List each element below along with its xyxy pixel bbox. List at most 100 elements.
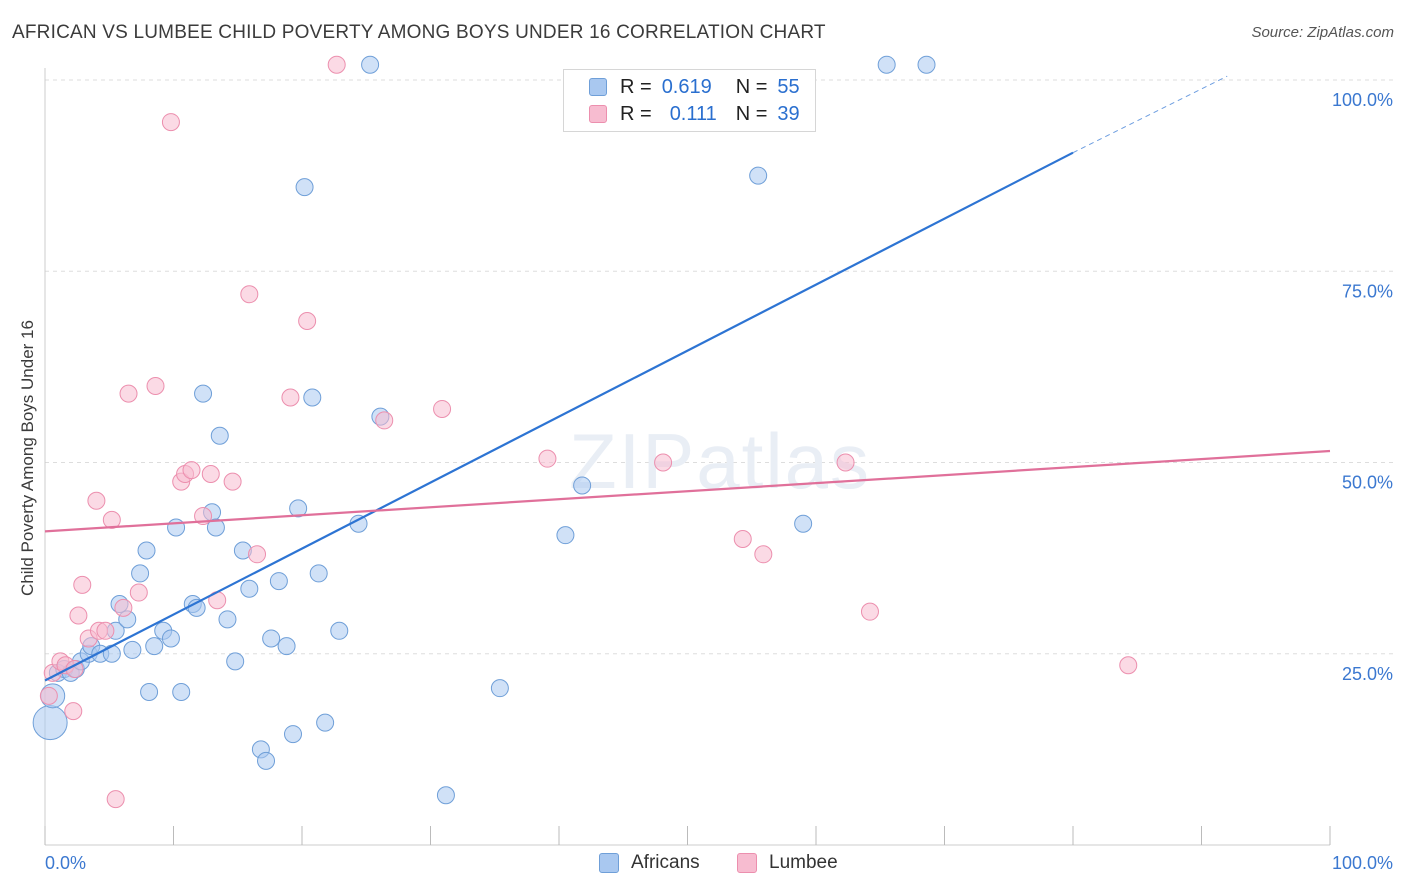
lumbee-point <box>102 510 121 529</box>
lumbee-point <box>538 449 557 468</box>
lumbee-point <box>654 453 673 472</box>
lumbee-point <box>69 606 88 625</box>
stats-row-lumbee: R = 0.111 N = 39 <box>589 102 800 126</box>
stats-r-value: 0.111 <box>669 102 717 125</box>
stats-r-label: R = <box>620 75 652 98</box>
lumbee-point <box>114 598 133 617</box>
lumbee-point <box>146 377 165 395</box>
lumbee-legend-swatch <box>737 853 757 873</box>
lumbee-point <box>433 399 452 418</box>
africans-point <box>140 683 159 701</box>
legend-label: Africans <box>631 852 700 873</box>
stats-n-label: N = <box>735 102 768 125</box>
lumbee-point <box>182 461 201 480</box>
lumbee-point <box>733 530 752 548</box>
africans-point <box>794 514 813 533</box>
trend-layer <box>44 75 1331 682</box>
africans-point <box>167 518 186 537</box>
chart-source: Source: ZipAtlas.com <box>1251 24 1394 41</box>
africans-point <box>257 751 276 770</box>
africans-point <box>917 55 936 74</box>
y-tick-label: 75.0% <box>1342 281 1393 301</box>
grid-layer <box>45 79 1395 655</box>
africans-point <box>269 572 288 591</box>
africans-point <box>289 499 308 518</box>
stats-legend: R = 0.619 N = 55 R = 0.111 N = 39 <box>563 69 816 132</box>
y-tick-label: 25.0% <box>1342 664 1393 684</box>
lumbee-point <box>87 491 106 510</box>
africans-point <box>262 629 281 648</box>
lumbee-point <box>96 621 115 640</box>
watermark: ZIPatlas <box>569 417 871 505</box>
africans-point <box>240 579 259 598</box>
africans-point <box>749 166 768 185</box>
lumbee-point <box>106 790 125 809</box>
lumbee-point <box>64 702 83 721</box>
lumbee-point <box>223 472 242 491</box>
africans-trendline-extension <box>1072 75 1228 154</box>
lumbee-point <box>860 602 879 621</box>
stats-n-label: N = <box>735 75 768 98</box>
lumbee-point <box>161 113 180 132</box>
legend-item-africans[interactable]: Africans <box>599 852 700 874</box>
lumbee-point <box>1119 656 1138 675</box>
africans-swatch <box>589 78 607 96</box>
lumbee-point <box>298 311 317 330</box>
africans-legend-swatch <box>599 853 619 873</box>
stats-n-value: 39 <box>777 102 800 125</box>
legend-label: Lumbee <box>769 852 838 873</box>
africans-point <box>172 683 191 701</box>
africans-point <box>123 640 142 659</box>
lumbee-point <box>375 411 394 430</box>
lumbee-point <box>39 686 58 705</box>
africans-point <box>218 610 237 629</box>
stats-row-africans: R = 0.619 N = 55 <box>589 75 800 99</box>
x-tick-label: 0.0% <box>45 853 86 873</box>
tick-label-layer: 25.0% 50.0% 75.0% 100.0% 0.0% 100.0% <box>45 90 1393 873</box>
africans-trendline <box>44 151 1074 682</box>
lumbee-point <box>129 583 148 602</box>
lumbee-point <box>281 388 300 407</box>
axis-layer <box>44 68 1331 846</box>
africans-point <box>284 725 303 744</box>
africans-point <box>131 564 150 583</box>
lumbee-point <box>240 285 259 304</box>
lumbee-point <box>73 575 92 594</box>
lumbee-point <box>119 384 138 403</box>
lumbee-point <box>201 464 220 483</box>
lumbee-trendline <box>44 449 1331 533</box>
lumbee-point <box>327 55 346 74</box>
africans-point <box>145 637 164 656</box>
africans-point <box>102 644 121 663</box>
africans-point <box>226 652 245 671</box>
africans-point <box>556 526 575 545</box>
africans-point <box>32 705 68 741</box>
africans-point <box>161 629 180 648</box>
africans-point <box>303 388 322 407</box>
lumbee-swatch <box>589 105 607 123</box>
africans-point <box>194 384 213 403</box>
africans-point <box>309 564 328 583</box>
lumbee-point <box>836 453 855 472</box>
africans-point <box>436 786 455 805</box>
africans-point <box>877 55 896 74</box>
y-tick-label: 100.0% <box>1332 90 1393 110</box>
lumbee-point <box>754 545 773 564</box>
stats-r-label: R = <box>620 102 652 125</box>
africans-point <box>330 621 349 640</box>
africans-point <box>210 426 229 445</box>
chart-title: AFRICAN VS LUMBEE CHILD POVERTY AMONG BO… <box>12 22 826 43</box>
legend-item-lumbee[interactable]: Lumbee <box>737 852 838 874</box>
africans-point <box>206 518 225 537</box>
africans-point <box>361 55 380 74</box>
y-tick-label: 50.0% <box>1342 473 1393 493</box>
lumbee-point <box>248 545 267 564</box>
africans-point <box>137 541 156 560</box>
stats-r-value: 0.619 <box>661 75 712 98</box>
africans-point <box>277 637 296 656</box>
africans-point <box>295 178 314 197</box>
africans-point <box>490 679 509 698</box>
points-layer <box>32 55 1138 809</box>
x-tick-label: 100.0% <box>1332 853 1393 873</box>
